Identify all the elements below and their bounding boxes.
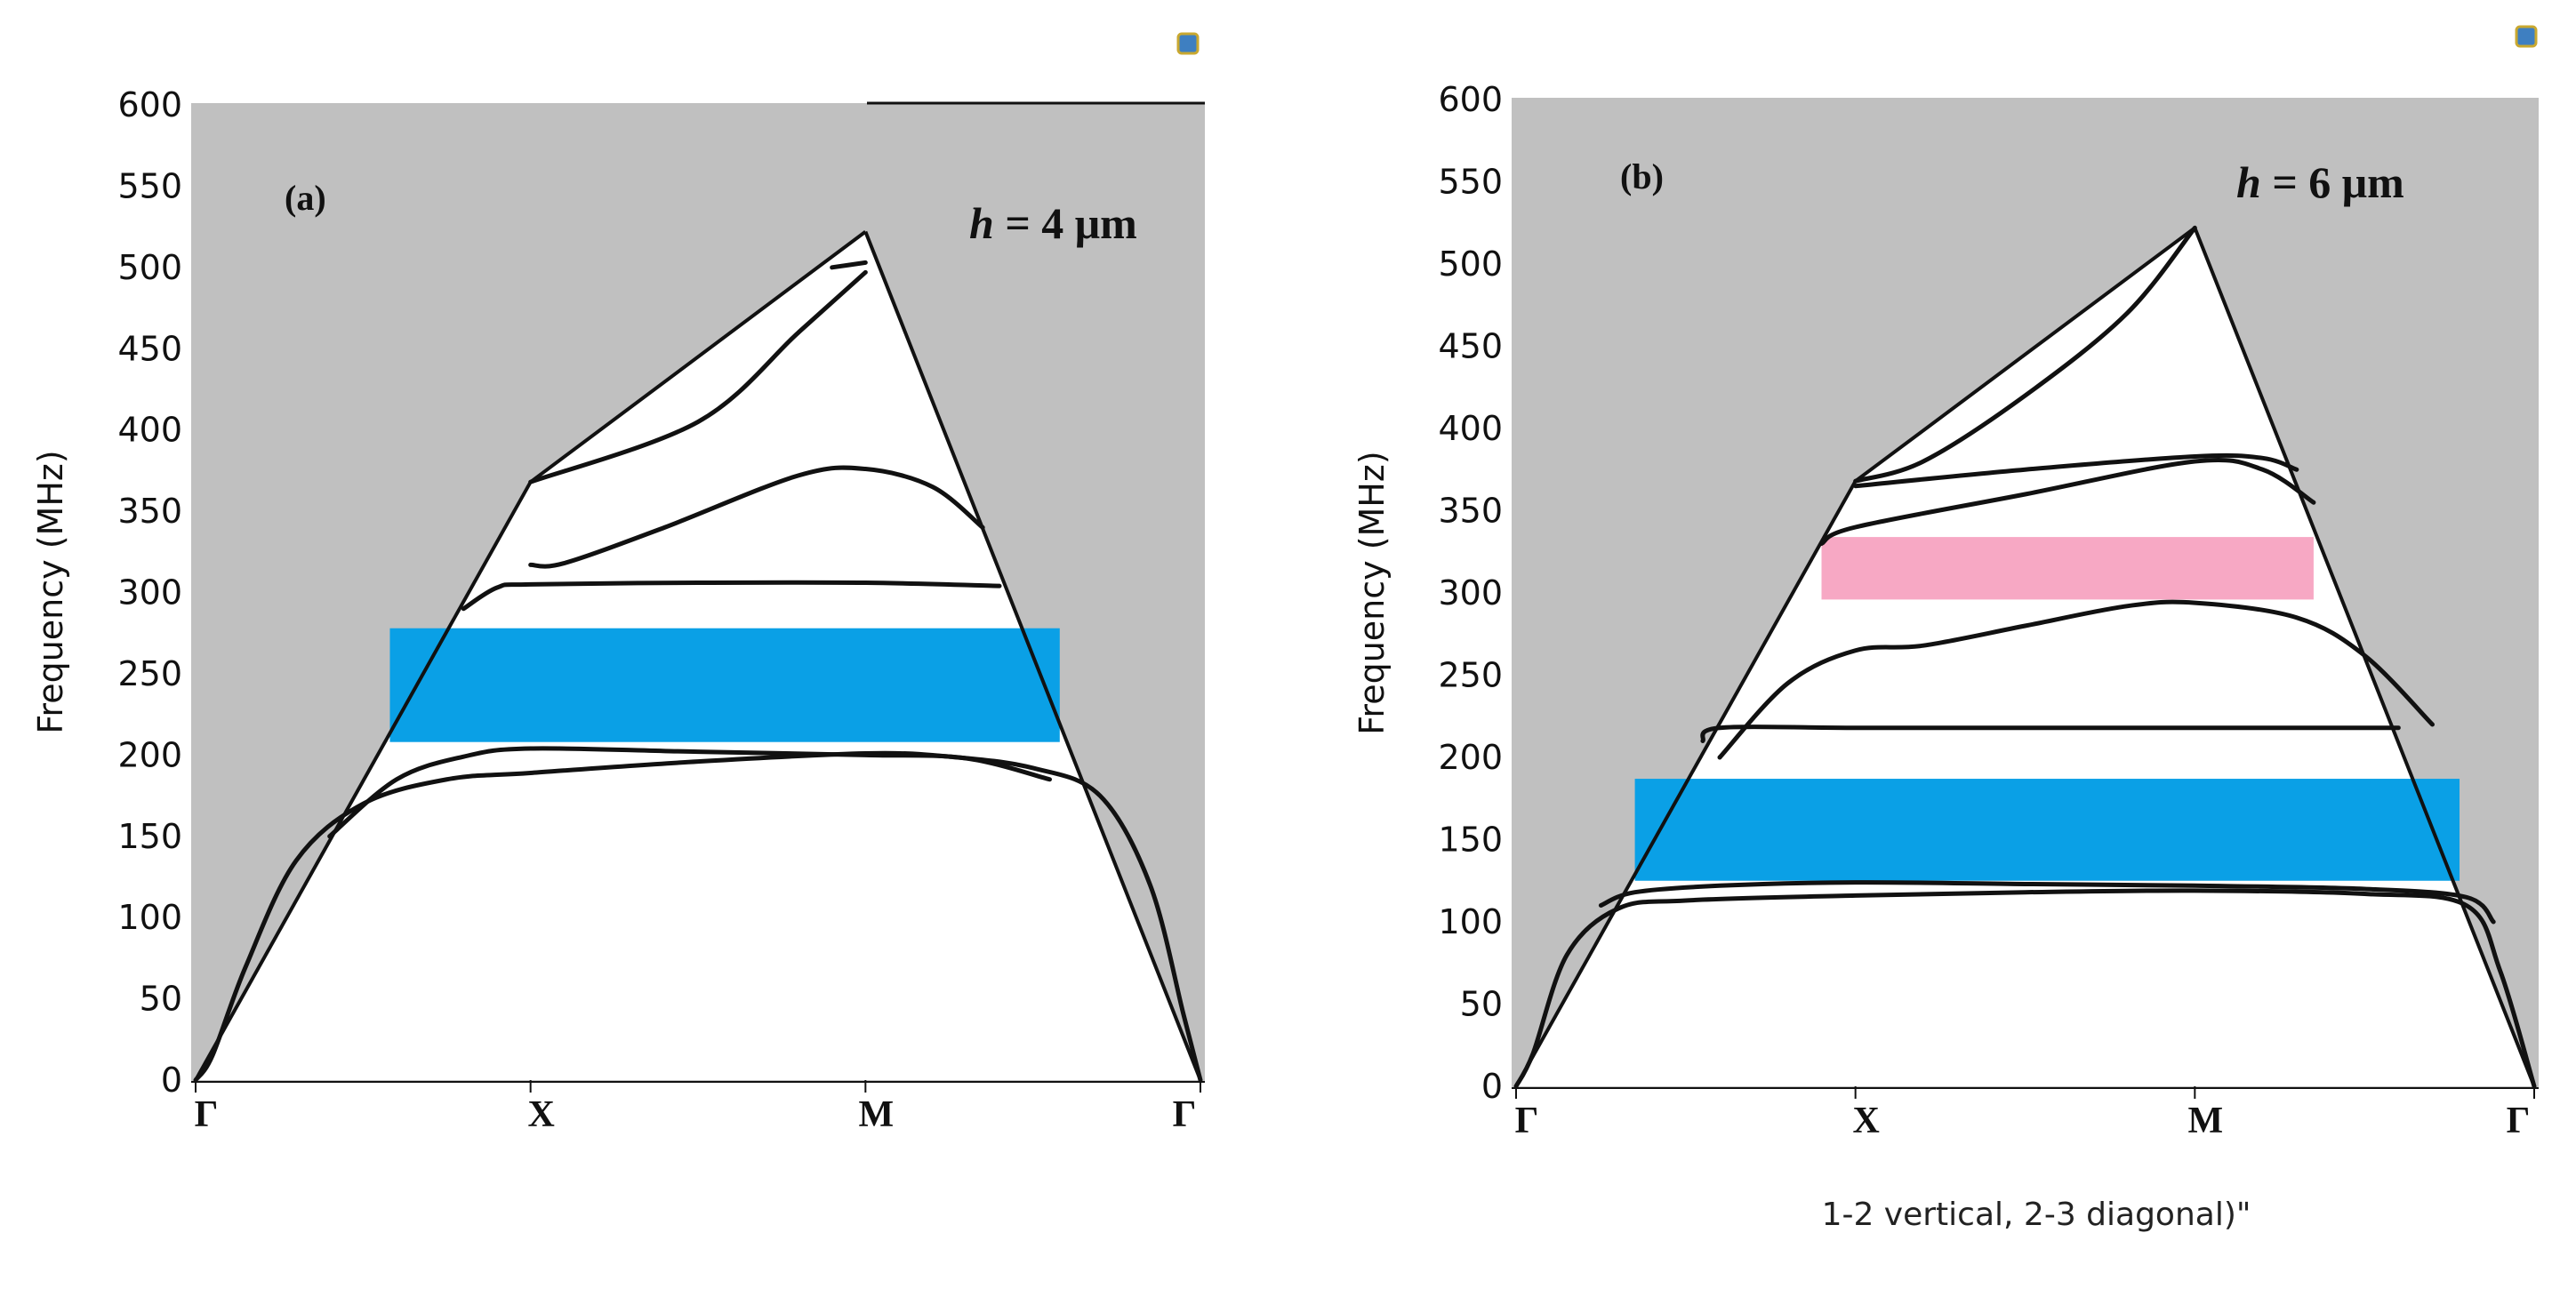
panel-a-y-tick-350: 350 xyxy=(117,492,182,531)
panel-a-band-6 xyxy=(830,260,868,270)
panel-a-x-tick-1: Γ xyxy=(195,1094,219,1135)
panel-a-y-tick-300: 300 xyxy=(117,573,182,612)
panel-b-cone-edge-2 xyxy=(1854,226,2196,483)
panel-a-y-tick-400: 400 xyxy=(117,411,182,450)
panel-a: 0 50 100 150 200 250 300 350 400 450 500 550 600 Γ X M… xyxy=(31,32,1205,1135)
panel-a-y-axis-label: Frequency (MHz) xyxy=(31,450,70,733)
panel-a-corner-icon xyxy=(1176,32,1200,55)
panel-b-thickness-value: = 6 μm xyxy=(2261,157,2404,207)
panel-a-cone-edge-3 xyxy=(863,230,1202,1081)
panel-a-band-3 xyxy=(461,580,1002,612)
panel-a-thickness-value: = 4 μm xyxy=(994,198,1137,248)
panel-a-y-tick-50: 50 xyxy=(140,980,182,1019)
panel-b-y-tick-50: 50 xyxy=(1460,985,1503,1024)
panel-b-band-gap-2 xyxy=(1821,537,2314,600)
panel-a-y-tick-100: 100 xyxy=(117,898,182,937)
panel-a-band-gap-1 xyxy=(389,628,1060,742)
panel-a-y-tick-0: 0 xyxy=(161,1061,182,1100)
panel-b-cone-edge-1 xyxy=(1514,480,1858,1087)
panel-a-y-tick-150: 150 xyxy=(117,817,182,856)
panel-b-band-4 xyxy=(1717,599,2435,760)
panel-b-y-tick-0: 0 xyxy=(1481,1067,1503,1106)
panel-b: 0 50 100 150 200 250 300 350 400 450 500 550 600 Γ X M… xyxy=(1352,25,2539,1233)
panel-a-label: (a) xyxy=(285,178,326,218)
panel-a-band-5 xyxy=(528,269,868,484)
panel-b-y-tick-500: 500 xyxy=(1438,244,1503,284)
panel-b-band-7 xyxy=(1853,225,2197,484)
panel-a-thickness-symbol: h xyxy=(969,198,994,248)
panel-b-band-6 xyxy=(1853,452,2299,489)
panel-b-y-tick-100: 100 xyxy=(1438,902,1503,941)
panel-a-band-4 xyxy=(528,465,985,569)
panel-a-y-tick-600: 600 xyxy=(117,85,182,124)
panel-a-cone-edge-2 xyxy=(529,230,867,484)
panel-a-x-tick-2: X xyxy=(527,1094,554,1135)
panel-b-y-tick-400: 400 xyxy=(1438,409,1503,448)
panel-a-cone-edge-1 xyxy=(194,481,533,1081)
panel-b-band-5 xyxy=(1819,457,2316,546)
panel-a-y-tick-500: 500 xyxy=(117,248,182,287)
panel-b-band-1 xyxy=(1513,888,2537,1089)
panel-b-cone-edge-3 xyxy=(2193,227,2536,1087)
panel-b-y-tick-150: 150 xyxy=(1438,821,1503,860)
panel-b-y-tick-550: 550 xyxy=(1438,163,1503,202)
panel-a-x-tick-4: Γ xyxy=(1173,1094,1197,1135)
panel-b-thickness-symbol: h xyxy=(2236,157,2261,207)
panel-a-thickness-label: h = 4 μm xyxy=(969,198,1137,248)
panel-b-x-axis-caption: 1-2 vertical, 2-3 diagonal)" xyxy=(1822,1197,2251,1233)
panel-b-y-tick-200: 200 xyxy=(1438,738,1503,777)
panel-b-thickness-label: h = 6 μm xyxy=(2236,157,2404,207)
panel-a-band-2 xyxy=(327,746,1052,839)
panel-a-x-tick-3: M xyxy=(859,1094,895,1135)
panel-b-x-tick-2: X xyxy=(1852,1101,1879,1141)
panel-b-band-2 xyxy=(1598,880,2496,925)
panel-b-y-axis-label: Frequency (MHz) xyxy=(1352,451,1392,734)
panel-a-y-tick-200: 200 xyxy=(117,735,182,774)
panel-b-y-tick-450: 450 xyxy=(1438,327,1503,366)
panel-a-y-tick-550: 550 xyxy=(117,166,182,205)
panel-b-label: (b) xyxy=(1620,156,1664,196)
panel-b-band-3 xyxy=(1700,725,2401,743)
panel-b-y-tick-300: 300 xyxy=(1438,573,1503,612)
panel-b-band-gap-1 xyxy=(1634,779,2460,881)
panel-b-x-tick-4: Γ xyxy=(2507,1101,2531,1141)
panel-a-y-tick-450: 450 xyxy=(117,329,182,368)
panel-b-y-tick-350: 350 xyxy=(1438,492,1503,531)
panel-b-corner-icon xyxy=(2515,25,2538,48)
panel-b-x-tick-3: M xyxy=(2188,1101,2224,1141)
panel-a-y-tick-250: 250 xyxy=(117,654,182,693)
panel-a-band-1 xyxy=(193,750,1203,1083)
panel-b-y-tick-600: 600 xyxy=(1438,80,1503,119)
panel-b-y-tick-250: 250 xyxy=(1438,656,1503,695)
panel-b-x-tick-1: Γ xyxy=(1515,1101,1539,1141)
